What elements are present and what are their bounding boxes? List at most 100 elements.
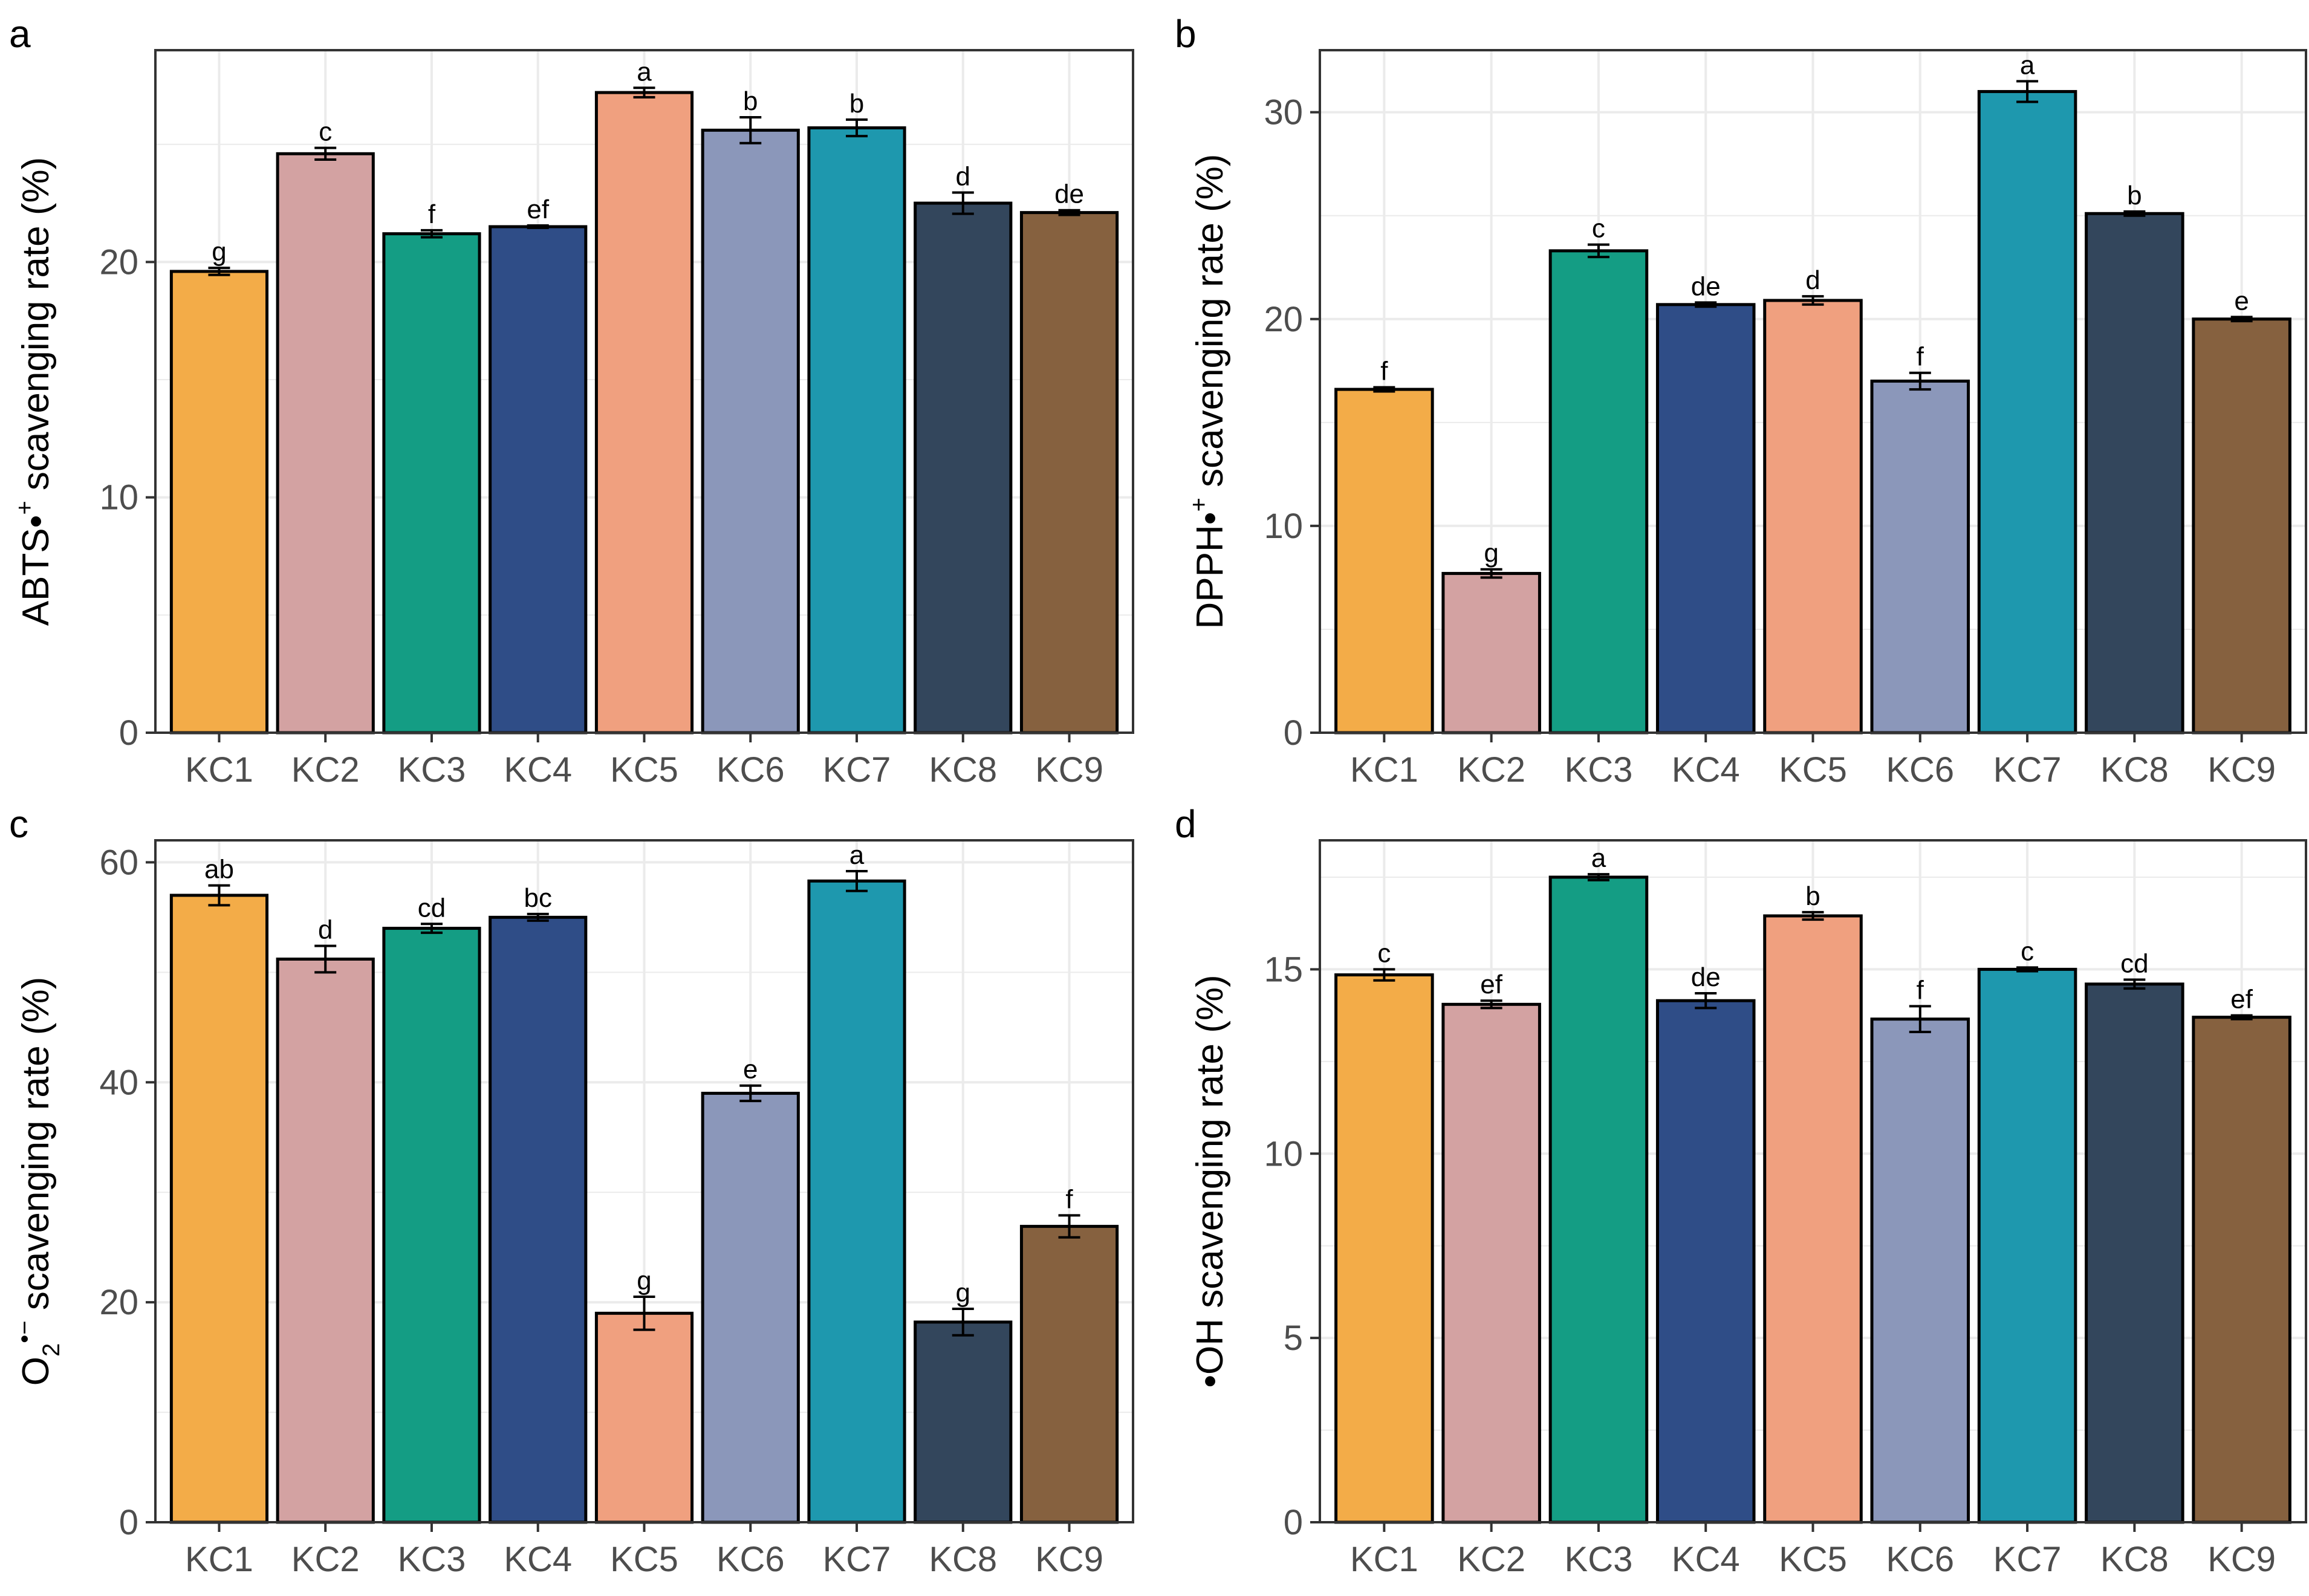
significance-label: de (1691, 962, 1721, 992)
y-axis-title: O2•− scavenging rate (%) (11, 977, 65, 1386)
bar-kc4 (489, 915, 588, 1524)
y-axis-title-superscript: + (1186, 498, 1212, 511)
bar-kc9 (1019, 1225, 1119, 1524)
bar-kc2 (276, 957, 375, 1524)
error-bar (1373, 386, 1395, 393)
significance-label: g (956, 1278, 970, 1308)
x-tick-label: KC2 (1457, 1540, 1525, 1579)
y-tick-label: 10 (1264, 1134, 1303, 1173)
x-tick-label: KC9 (1035, 750, 1103, 790)
x-tick-label: KC5 (610, 1540, 678, 1579)
error-bar (314, 146, 337, 161)
error-bar (739, 1084, 762, 1103)
x-tick-label: KC8 (2100, 750, 2169, 790)
y-tick-label: 40 (99, 1063, 138, 1102)
x-tick-label: KC7 (823, 1540, 891, 1579)
y-axis-title-superscript: + (11, 501, 38, 514)
bar-kc3 (1548, 249, 1649, 735)
x-tick-label: KC2 (291, 750, 360, 790)
error-bar (420, 923, 443, 934)
y-tick-label: 20 (1264, 300, 1303, 339)
x-tick-label: KC6 (1886, 750, 1954, 790)
panel-c: ab d cd bc g e a g f 0 20 40 60 KC1 KC2 KC3 KC4 KC5 KC6 KC7… (9, 802, 1134, 1579)
error-bar (633, 1296, 655, 1331)
x-tick-label: KC2 (291, 1540, 360, 1579)
error-bar (1058, 1214, 1080, 1239)
bar-kc7 (807, 879, 906, 1524)
bar-kc8 (914, 201, 1013, 735)
panel-b: f g c de d f a b e 0 10 20 30 KC1 KC2 KC3 KC4 KC5 KC6 KC7 KC… (1175, 12, 2307, 790)
significance-label: f (1917, 975, 1924, 1005)
error-bar (1909, 371, 1931, 391)
y-axis-title-part: scavenging rate (%) (15, 157, 57, 501)
error-bar (208, 267, 230, 276)
x-tick-label: KC3 (398, 750, 466, 790)
significance-label: b (2127, 181, 2142, 210)
significance-label: ef (2230, 985, 2253, 1014)
bar-kc9 (1019, 211, 1119, 735)
significance-label: c (1377, 938, 1391, 968)
x-tick-label: KC8 (929, 1540, 997, 1579)
significance-label: e (2234, 286, 2249, 316)
x-tick-label: KC5 (1779, 1540, 1847, 1579)
error-bar (2016, 80, 2039, 103)
x-tick-label: KC1 (1350, 1540, 1418, 1579)
bar-kc8 (2085, 982, 2184, 1524)
error-bar (846, 118, 868, 138)
error-bar (208, 884, 230, 907)
significance-label: c (1592, 214, 1605, 244)
bar-kc5 (1763, 299, 1863, 735)
x-tick-label: KC4 (504, 1540, 572, 1579)
significance-label: g (1484, 539, 1498, 568)
x-tick-label: KC4 (1672, 750, 1740, 790)
x-tick-label: KC8 (2100, 1540, 2169, 1579)
error-bar (633, 86, 655, 99)
x-tick-label: KC5 (1779, 750, 1847, 790)
x-tick-label: KC1 (185, 1540, 253, 1579)
y-tick-label: 0 (1284, 1503, 1303, 1542)
significance-label: a (2020, 50, 2035, 80)
panel-letter: d (1175, 802, 1197, 846)
error-bar (1909, 1005, 1931, 1034)
error-bar (739, 115, 762, 144)
y-tick-label: 20 (99, 242, 138, 282)
y-axis-title: ABTS•+ scavenging rate (%) (11, 157, 57, 626)
significance-label: bc (524, 883, 551, 913)
x-tick-label: KC9 (1035, 1540, 1103, 1579)
error-bar (2230, 1014, 2253, 1020)
significance-label: cd (2120, 949, 2148, 978)
bar-kc9 (2192, 317, 2291, 735)
x-tick-label: KC5 (610, 750, 678, 790)
error-bar (2123, 978, 2146, 990)
bar-kc5 (594, 1311, 694, 1524)
bar-kc5 (1763, 914, 1863, 1524)
error-bar (1480, 999, 1502, 1010)
bar-kc3 (382, 232, 481, 735)
bar-kc3 (382, 927, 481, 1524)
bar-kc4 (1655, 303, 1756, 735)
x-tick-label: KC9 (2207, 1540, 2276, 1579)
significance-label: de (1054, 180, 1084, 209)
bar-kc9 (2192, 1016, 2291, 1524)
significance-label: ef (527, 195, 549, 224)
x-tick-label: KC8 (929, 750, 997, 790)
bar-kc1 (169, 270, 269, 735)
bar-kc6 (1870, 379, 1970, 735)
y-tick-label: 10 (99, 478, 138, 517)
y-axis-title-part: scavenging rate (%) (15, 977, 57, 1321)
x-tick-label: KC4 (1672, 1540, 1740, 1579)
error-bar (1480, 568, 1502, 579)
bar-kc4 (1655, 999, 1756, 1524)
y-tick-label: 0 (1284, 713, 1303, 753)
bar-kc7 (807, 126, 906, 735)
error-bar (2230, 316, 2253, 323)
x-tick-label: KC7 (1993, 1540, 2062, 1579)
significance-label: f (1917, 342, 1924, 372)
panel-letter: a (9, 12, 31, 56)
error-bar (846, 869, 868, 892)
error-bar (1373, 968, 1395, 982)
significance-label: g (212, 237, 226, 267)
significance-label: cd (418, 893, 446, 923)
error-bar (2016, 966, 2039, 973)
